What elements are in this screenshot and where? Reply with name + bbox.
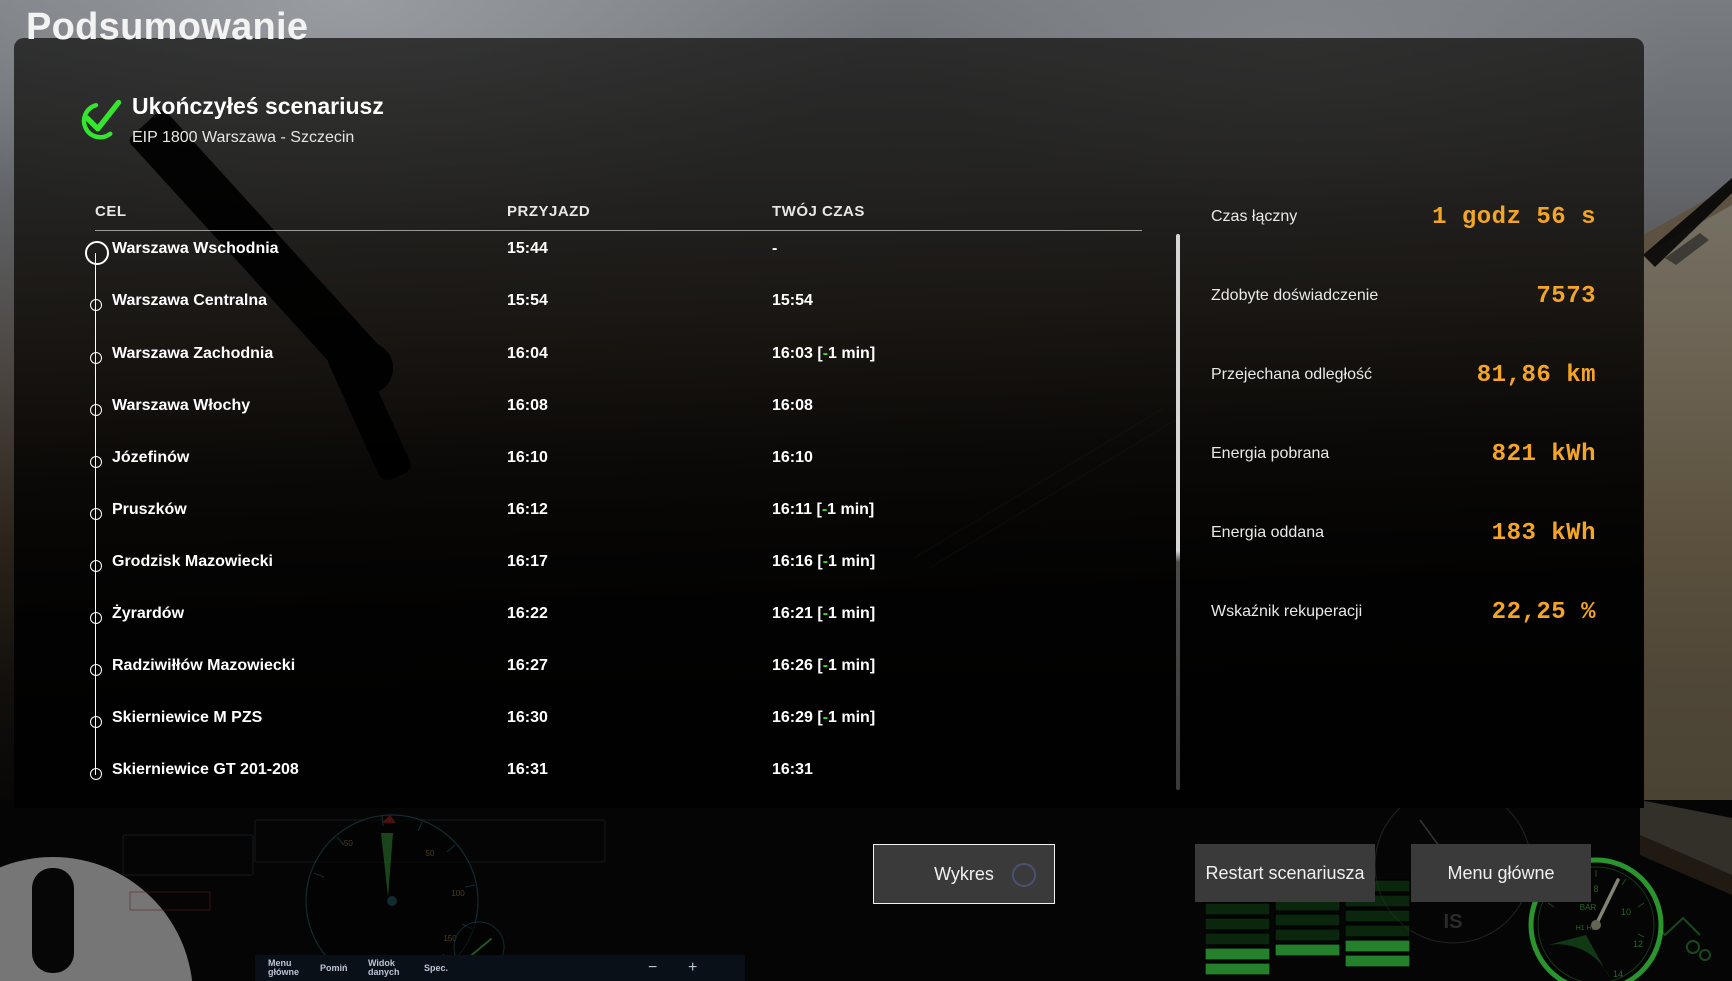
svg-text:+: + (688, 959, 697, 976)
svg-text:12: 12 (1633, 939, 1643, 949)
svg-text:IS: IS (1444, 911, 1463, 933)
svg-text:8: 8 (1593, 884, 1598, 894)
svg-text:100: 100 (451, 889, 465, 898)
svg-text:14: 14 (1613, 969, 1623, 979)
svg-text:danych: danych (368, 967, 400, 977)
svg-text:główne: główne (268, 967, 299, 977)
svg-text:50: 50 (426, 849, 435, 858)
svg-text:10: 10 (1621, 907, 1631, 917)
svg-text:−: − (648, 959, 657, 976)
svg-text:Pomiń: Pomiń (320, 963, 348, 973)
svg-text:Spec.: Spec. (424, 963, 448, 973)
svg-text:BAR: BAR (1580, 903, 1597, 912)
svg-text:-50: -50 (341, 839, 353, 848)
